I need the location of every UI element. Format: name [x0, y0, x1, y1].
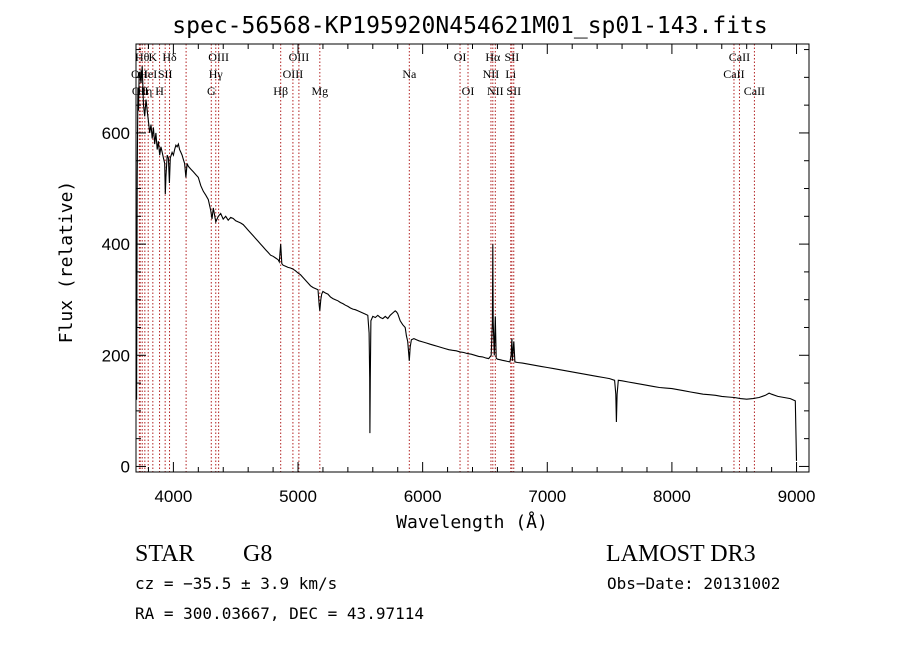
subclass: G8 — [243, 541, 272, 567]
line-label-6563: Hα — [485, 50, 501, 64]
line-label-6716: SII — [505, 50, 520, 64]
x-axis-label: Wavelength (Å) — [396, 511, 548, 533]
survey-name: LAMOST DR3 — [606, 541, 756, 567]
line-label-3969: Hδ — [162, 50, 177, 64]
line-label-6707: Li — [505, 67, 516, 81]
line-label-6548: NII — [483, 67, 500, 81]
y-tick-label-200: 200 — [102, 346, 130, 365]
line-label-4959: OIII — [283, 67, 304, 81]
object-class: STAR — [135, 541, 194, 567]
y-axis-ticks: 0 200 400 600 — [102, 49, 809, 476]
x-tick-label-9000: 9000 — [778, 487, 816, 506]
line-label-8542: CaII — [729, 50, 750, 64]
line-label-8498: CaII — [723, 67, 744, 81]
x-tick-label-8000: 8000 — [653, 487, 691, 506]
line-label-5007: OIII — [289, 50, 310, 64]
y-axis-label: Flux (relative) — [56, 181, 77, 344]
line-label-3798: HeI — [139, 67, 157, 81]
x-tick-label-7000: 7000 — [528, 487, 566, 506]
line-label-6300: OI — [454, 50, 467, 64]
line-label-6731: SII — [506, 84, 521, 98]
x-tick-label-6000: 6000 — [404, 487, 442, 506]
line-label-3750: Hθ — [135, 50, 150, 64]
line-label-4363: OIII — [208, 50, 229, 64]
line-label-3934: SII — [158, 67, 173, 81]
spectrum-line — [135, 66, 798, 461]
line-label-4340: Hγ — [209, 67, 224, 81]
chart-title: spec-56568-KP195920N454621M01_sp01-143.f… — [172, 13, 767, 39]
line-label-8662: CaII — [744, 84, 765, 98]
coordinates: RA = 300.03667, DEC = 43.97114 — [135, 604, 424, 623]
x-tick-label-5000: 5000 — [279, 487, 317, 506]
line-label-4861: Hβ — [273, 84, 288, 98]
observation-date: Obs−Date: 20131002 — [607, 574, 780, 593]
line-label-3835: K — [148, 50, 157, 64]
y-tick-label-400: 400 — [102, 235, 130, 254]
redshift-velocity: cz = −35.5 ± 3.9 km/s — [135, 574, 337, 593]
x-axis-ticks: 4000 5000 6000 7000 8000 9000 — [147, 44, 816, 506]
line-label-6583: NII — [487, 84, 504, 98]
emission-line-markers — [138, 44, 755, 472]
emission-line-labels: OIIOIIHθHηHeIKHSIIHδGHγOIIIHβOIIIOIIIMgN… — [131, 50, 765, 98]
line-label-5175: Mg — [311, 84, 328, 98]
plot-frame — [135, 43, 810, 473]
line-label-5893: Na — [402, 67, 417, 81]
line-label-3889: H — [155, 84, 164, 98]
x-tick-label-4000: 4000 — [154, 487, 192, 506]
line-label-3771: Hη — [137, 84, 152, 98]
line-label-6364: OI — [462, 84, 475, 98]
y-tick-label-600: 600 — [102, 124, 130, 143]
y-tick-label-0: 0 — [121, 457, 130, 476]
line-label-4304: G — [207, 84, 216, 98]
